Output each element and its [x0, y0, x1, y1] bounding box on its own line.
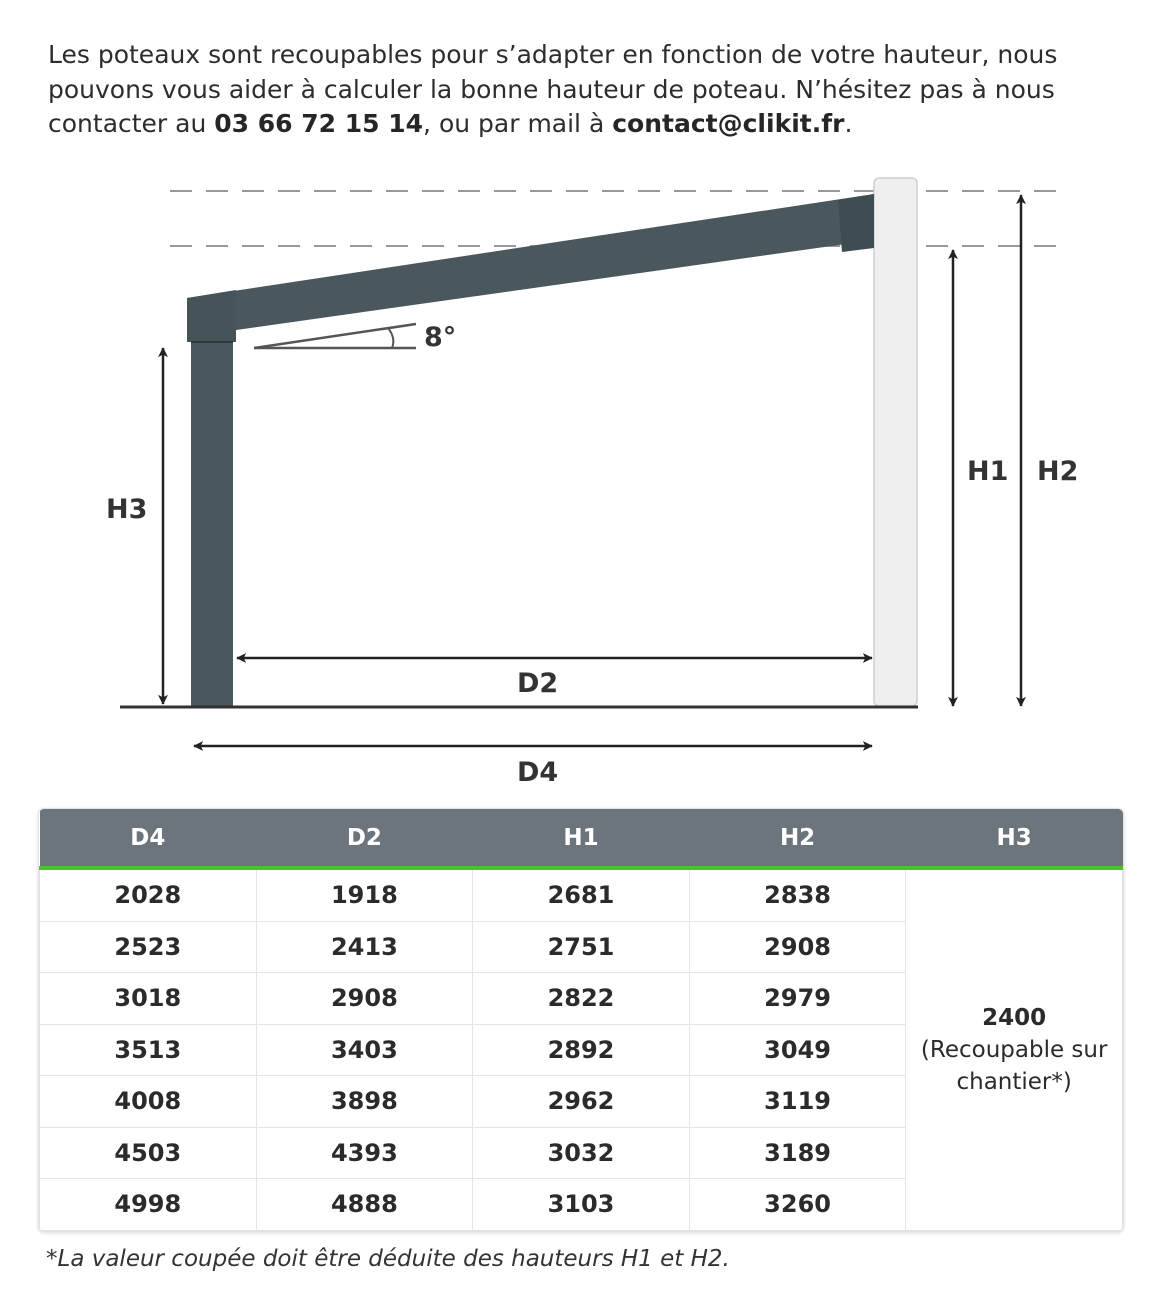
roof-beam [187, 194, 874, 330]
intro-text-between: , ou par mail à [423, 109, 613, 138]
cell-h2: 3260 [688, 1178, 907, 1231]
cell-d2: 3898 [255, 1075, 474, 1128]
table-row: 3513 3403 2892 3049 [39, 1023, 1123, 1076]
angle-label: 8° [424, 322, 456, 353]
h3-label: H3 [106, 494, 147, 525]
cell-d4: 3018 [39, 972, 257, 1025]
cell-h2: 2908 [688, 920, 907, 973]
header-h3: H3 [905, 809, 1123, 870]
table-row: 4008 3898 2962 3119 [39, 1075, 1123, 1128]
h2-label: H2 [1037, 456, 1078, 487]
cell-d2: 4393 [255, 1126, 474, 1179]
intro-paragraph: Les poteaux sont recoupables pour s’adap… [48, 38, 1128, 142]
h3-note: (Recoupable sur chantier*) [920, 1036, 1108, 1095]
cell-d4: 2028 [39, 867, 257, 922]
pergola-diagram: 8° H3 H1 H2 D2 D4 [106, 177, 1078, 788]
cell-h2: 2838 [688, 867, 907, 922]
intro-text-end: . [844, 109, 853, 138]
h1-label: H1 [967, 456, 1008, 487]
cell-d4: 4998 [39, 1178, 257, 1231]
cell-h1: 2681 [472, 867, 690, 922]
dimensions-table-container: D4 D2 H1 H2 H3 2028 1918 2681 2838 2400 … [38, 808, 1124, 1232]
cell-h1: 2892 [472, 1023, 690, 1076]
cell-d2: 2413 [255, 920, 474, 973]
email-address: contact@clikit.fr [612, 109, 845, 138]
footnote: *La valeur coupée doit être déduite des … [46, 1246, 730, 1272]
cell-h2: 3189 [688, 1126, 907, 1179]
cell-d2: 3403 [255, 1023, 474, 1076]
wall-bracket [838, 194, 874, 252]
cell-d4: 2523 [39, 920, 257, 973]
cell-d2: 2908 [255, 972, 474, 1025]
cell-h3: 2400 (Recoupable sur chantier*) [905, 867, 1123, 1231]
header-d4: D4 [39, 809, 257, 870]
wall [873, 177, 918, 707]
cell-d4: 3513 [39, 1023, 257, 1076]
cell-d4: 4008 [39, 1075, 257, 1128]
header-h2: H2 [689, 809, 906, 870]
intro-text: Les poteaux sont recoupables pour s’adap… [48, 40, 1058, 138]
cell-d2: 1918 [255, 867, 474, 922]
d2-label: D2 [517, 668, 558, 699]
header-d2: D2 [256, 809, 473, 870]
cell-h1: 2751 [472, 920, 690, 973]
table-row: 2028 1918 2681 2838 2400 (Recoupable sur… [39, 867, 1123, 1231]
cell-h1: 2822 [472, 972, 690, 1025]
cell-d2: 4888 [255, 1178, 474, 1231]
table-row: 2523 2413 2751 2908 [39, 920, 1123, 973]
phone-number: 03 66 72 15 14 [214, 109, 424, 138]
cell-h1: 3103 [472, 1178, 690, 1231]
cell-d4: 4503 [39, 1126, 257, 1179]
table-row: 3018 2908 2822 2979 [39, 972, 1123, 1025]
post [191, 342, 233, 708]
cell-h1: 2962 [472, 1075, 690, 1128]
cell-h2: 2979 [688, 972, 907, 1025]
h3-value: 2400 [982, 1004, 1047, 1031]
table-row: 4998 4888 3103 3260 [39, 1178, 1123, 1231]
dimensions-table: D4 D2 H1 H2 H3 2028 1918 2681 2838 2400 … [39, 809, 1123, 1231]
header-h1: H1 [472, 809, 690, 870]
table-header-row: D4 D2 H1 H2 H3 [39, 809, 1123, 870]
angle-arc [387, 327, 395, 349]
cell-h1: 3032 [472, 1126, 690, 1179]
corner-joint [187, 290, 236, 342]
cell-h2: 3049 [688, 1023, 907, 1076]
d4-label: D4 [517, 757, 558, 788]
cell-h2: 3119 [688, 1075, 907, 1128]
